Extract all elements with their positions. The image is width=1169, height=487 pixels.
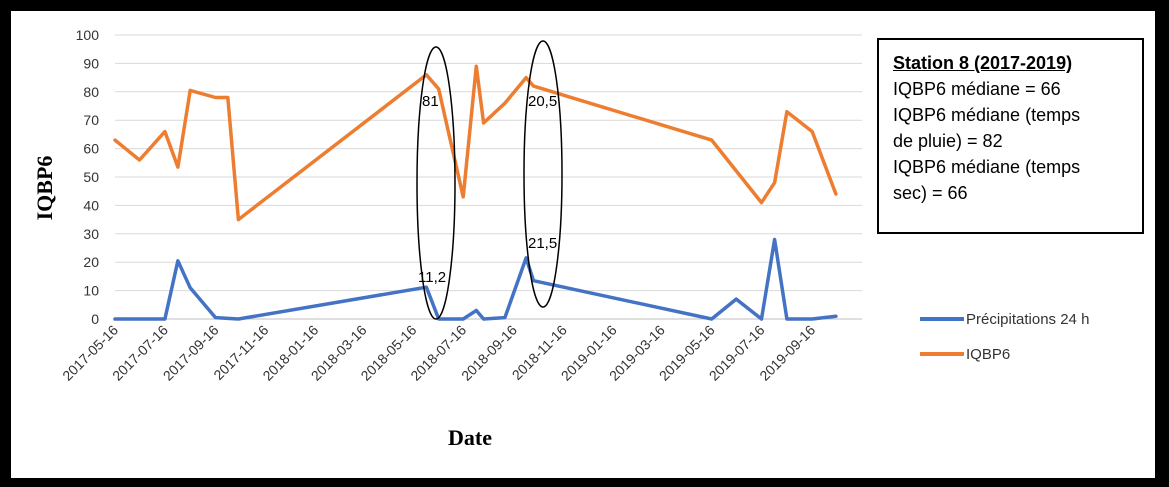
series-line-precip (113, 237, 838, 321)
highlight-ellipse-2 (523, 40, 563, 308)
x-tick-labels: 2017-05-162017-07-162017-09-162017-11-16… (59, 322, 818, 384)
y-axis-title: IQBP6 (32, 156, 57, 221)
gridlines (115, 34, 862, 320)
legend-label-precip: Précipitations 24 h (966, 311, 1089, 328)
legend-label-iqbp6: IQBP6 (966, 346, 1010, 363)
x-axis-title: Date (448, 425, 492, 450)
legend: Précipitations 24 h IQBP6 (920, 311, 1089, 363)
info-line-3: de pluie) = 82 (893, 131, 1003, 151)
y-tick-label: 30 (83, 226, 99, 242)
info-line-1: IQBP6 médiane = 66 (893, 79, 1061, 99)
highlight-ellipse-1 (416, 46, 456, 320)
y-tick-label: 70 (83, 112, 99, 128)
data-label-iqbp6-2: 20,5 (528, 93, 557, 110)
y-tick-label: 90 (83, 55, 99, 71)
y-tick-label: 40 (83, 197, 99, 213)
data-label-iqbp6-1: 81 (422, 93, 439, 110)
y-tick-label: 60 (83, 141, 99, 157)
y-tick-label: 20 (83, 254, 99, 270)
data-label-precip-2: 21,5 (528, 235, 557, 252)
y-tick-label: 100 (76, 27, 100, 43)
series-line-iqbp6 (113, 64, 838, 222)
info-line-2: IQBP6 médiane (temps (893, 105, 1081, 125)
x-tick-label: 2019-09-16 (756, 322, 818, 384)
y-tick-labels: 0 10 20 30 40 50 60 70 80 90 100 (76, 27, 100, 327)
info-box: Station 8 (2017-2019) IQBP6 médiane = 66… (877, 38, 1144, 234)
info-line-5: sec) = 66 (893, 183, 968, 203)
y-tick-label: 10 (83, 283, 99, 299)
y-tick-label: 0 (91, 311, 99, 327)
data-label-precip-1: 11,2 (418, 269, 446, 286)
info-line-4: IQBP6 médiane (temps (893, 157, 1081, 177)
info-title: Station 8 (2017-2019) (893, 53, 1073, 73)
y-tick-label: 50 (83, 169, 99, 185)
y-tick-label: 80 (83, 84, 99, 100)
series-lines (113, 64, 838, 321)
